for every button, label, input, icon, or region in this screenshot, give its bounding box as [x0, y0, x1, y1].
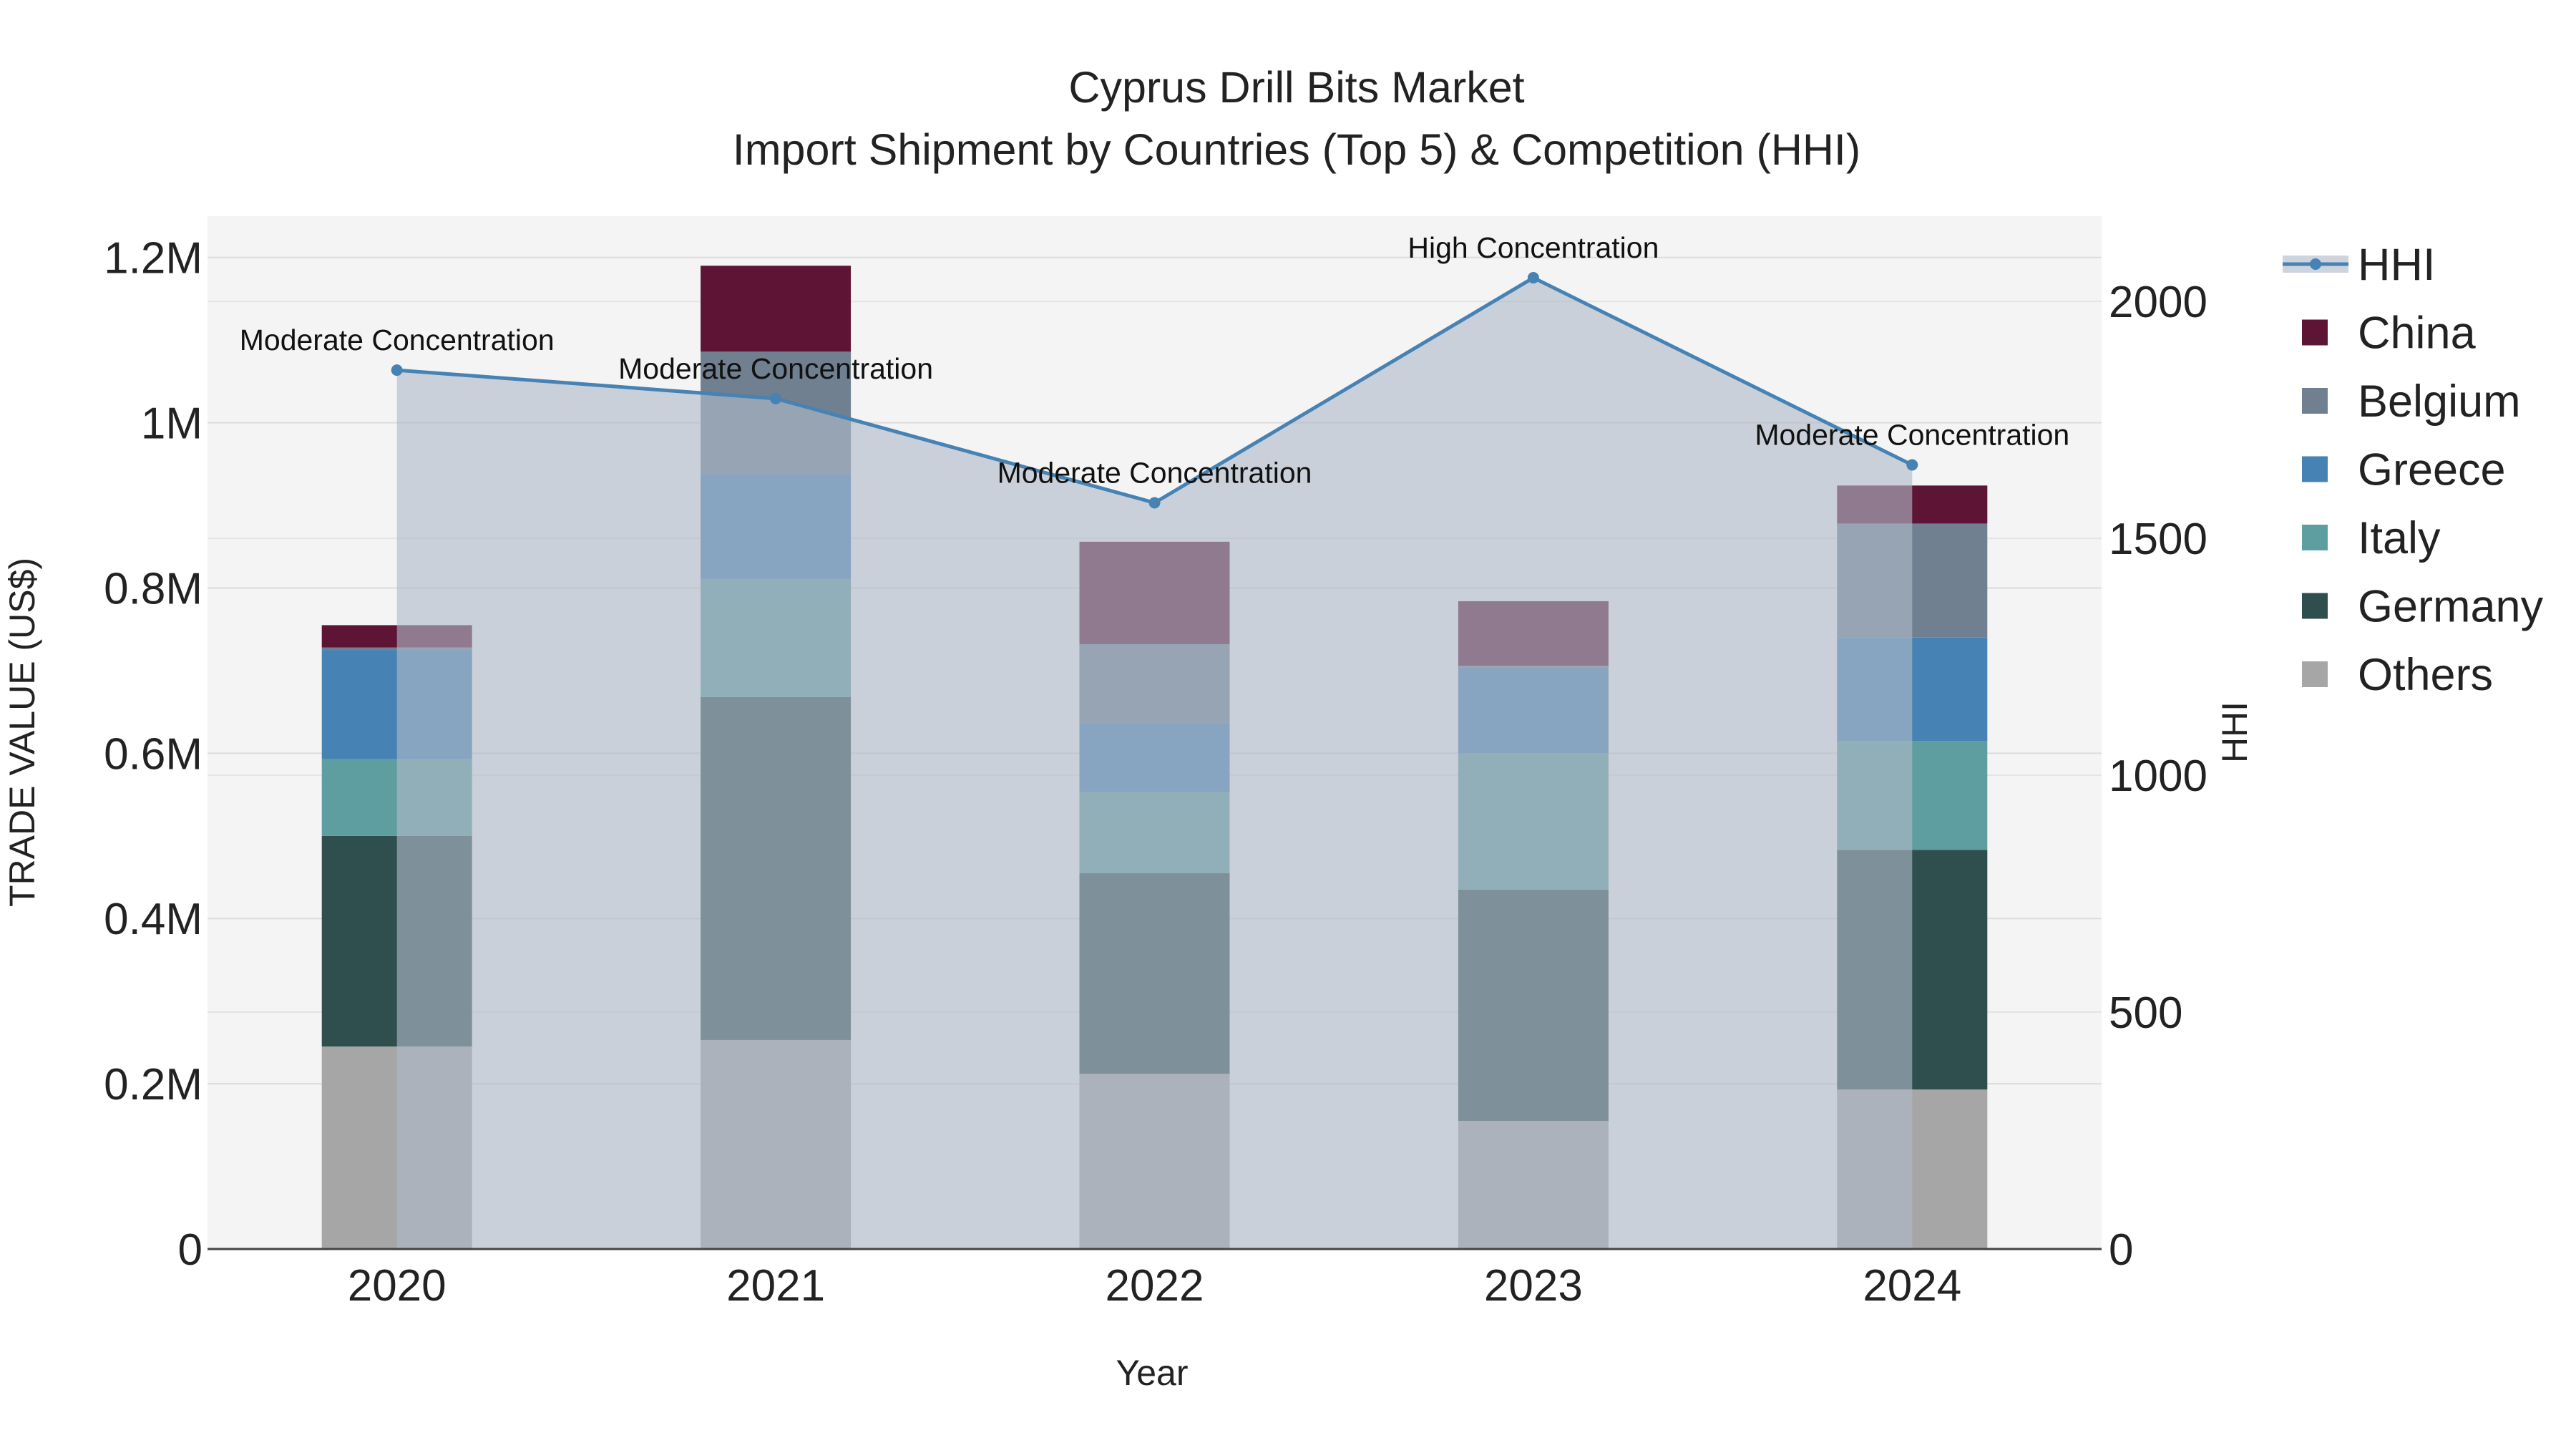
- legend: HHI China Belgium Greece Italy Germany Others: [2283, 240, 2544, 700]
- chart-subtitle: Import Shipment by Countries (Top 5) & C…: [733, 125, 1860, 174]
- legend-label-others: Others: [2358, 650, 2493, 700]
- hhi-area-fill: [396, 278, 1913, 1250]
- legend-label-china: China: [2358, 308, 2477, 359]
- legend-label-italy: Italy: [2358, 513, 2441, 563]
- x-axis-ticks: 2020 2021 2022 2023 2024: [348, 1261, 1962, 1311]
- hhi-point-2023: [1527, 272, 1539, 284]
- legend-swatch-china: [2302, 319, 2328, 346]
- hhi-line: [391, 272, 1918, 509]
- y2-tick-label: 1500: [2109, 515, 2207, 564]
- y-tick-label: 0.8M: [104, 564, 203, 613]
- legend-label-belgium: Belgium: [2358, 376, 2521, 427]
- hhi-annotation-2022: Moderate Concentration: [997, 456, 1312, 489]
- x-tick-label: 2021: [726, 1261, 825, 1311]
- legend-swatch-belgium: [2302, 388, 2328, 414]
- x-tick-label: 2022: [1106, 1261, 1204, 1311]
- x-tick-label: 2020: [348, 1261, 447, 1311]
- y-tick-label: 0.2M: [104, 1060, 203, 1109]
- x-tick-label: 2023: [1484, 1261, 1583, 1311]
- x-tick-label: 2024: [1863, 1261, 1961, 1311]
- hhi-annotation-2020: Moderate Concentration: [240, 324, 555, 356]
- y2-tick-label: 500: [2109, 988, 2182, 1038]
- y-axis-label: TRADE VALUE (US$): [2, 558, 42, 907]
- hhi-annotations: Moderate Concentration Moderate Concentra…: [240, 231, 2069, 489]
- legend-swatch-germany: [2302, 593, 2328, 619]
- hhi-point-2022: [1148, 497, 1161, 509]
- y2-tick-label: 0: [2109, 1225, 2133, 1275]
- y2-axis-label: HHI: [2215, 701, 2255, 763]
- hhi-annotation-2023: High Concentration: [1407, 231, 1659, 264]
- y-tick-label: 1.2M: [104, 234, 203, 283]
- legend-label-greece: Greece: [2358, 445, 2506, 495]
- legend-swatch-italy: [2302, 525, 2328, 550]
- y-axis-ticks: 0 0.2M 0.4M 0.6M 0.8M 1M 1.2M: [104, 234, 203, 1275]
- y-tick-label: 0.4M: [104, 895, 203, 944]
- hhi-annotation-2024: Moderate Concentration: [1755, 419, 2069, 452]
- y-tick-label: 0: [178, 1225, 203, 1275]
- y2-tick-label: 1000: [2109, 752, 2207, 801]
- legend-label-germany: Germany: [2358, 582, 2544, 632]
- y2-axis-ticks: 0 500 1000 1500 2000: [2109, 278, 2207, 1275]
- chart-title: Cyprus Drill Bits Market: [1068, 63, 1524, 112]
- hhi-annotation-2021: Moderate Concentration: [618, 352, 933, 385]
- y2-tick-label: 2000: [2109, 278, 2207, 327]
- y-tick-label: 0.6M: [104, 729, 203, 779]
- legend-label-hhi: HHI: [2358, 240, 2436, 290]
- y-tick-label: 1M: [141, 399, 203, 449]
- legend-swatch-others: [2302, 661, 2328, 687]
- hhi-area: [396, 278, 1913, 1250]
- hhi-point-2020: [391, 364, 403, 376]
- legend-swatch-hhi-marker: [2310, 258, 2321, 270]
- x-axis-label: Year: [1116, 1353, 1188, 1393]
- bar-china-2021: [701, 266, 852, 352]
- hhi-point-2024: [1906, 459, 1918, 471]
- hhi-point-2021: [770, 392, 782, 404]
- legend-swatch-greece: [2302, 456, 2328, 482]
